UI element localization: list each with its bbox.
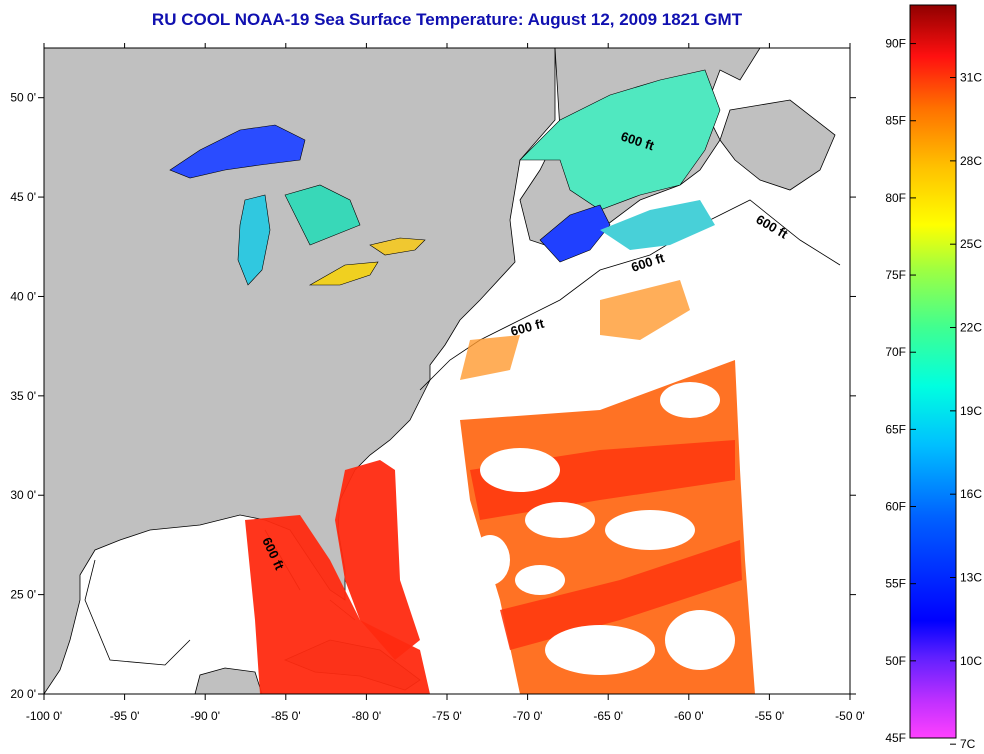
x-tick-label: -90 0' xyxy=(190,709,220,723)
gulf-mexico-swath xyxy=(245,515,430,694)
yucatan-land xyxy=(194,667,263,694)
lake-superior xyxy=(169,124,306,179)
lake-ontario xyxy=(369,237,426,256)
gulf-st-lawrence-sst xyxy=(519,69,721,211)
colorbar-c-label: 28C xyxy=(960,154,982,168)
x-tick-label: -100 0' xyxy=(26,709,62,723)
colorbar-c-label: 16C xyxy=(960,487,982,501)
colorbar-f-label: 55F xyxy=(885,577,906,591)
colorbar-c-label: 22C xyxy=(960,321,982,335)
lake-erie xyxy=(308,261,379,286)
y-tick-label: 50 0' xyxy=(10,91,36,105)
x-tick-label: -80 0' xyxy=(352,709,382,723)
northern-swath xyxy=(460,280,690,380)
y-tick-label: 35 0' xyxy=(10,389,36,403)
colorbar-c-label: 7C xyxy=(960,737,976,751)
map-title: RU COOL NOAA-19 Sea Surface Temperature:… xyxy=(151,10,743,29)
colorbar-f-label: 80F xyxy=(885,191,906,205)
southeast-coast-swath xyxy=(335,460,420,660)
y-tick-label: 45 0' xyxy=(10,190,36,204)
lake-huron xyxy=(284,184,361,246)
cloud-cover xyxy=(470,382,735,675)
bay-of-fundy-sst xyxy=(539,204,611,263)
colorbar-f-label: 70F xyxy=(885,345,906,359)
y-axis-ticks: 20 0' 25 0' 30 0' 35 0' 40 0' 45 0' 50 0' xyxy=(10,91,856,701)
y-tick-label: 25 0' xyxy=(10,588,36,602)
colorbar-f-label: 60F xyxy=(885,500,906,514)
y-tick-label: 30 0' xyxy=(10,488,36,502)
x-tick-label: -85 0' xyxy=(271,709,301,723)
colorbar-c-label: 10C xyxy=(960,654,982,668)
colorbar-f-label: 90F xyxy=(885,37,906,51)
lake-michigan xyxy=(237,194,271,286)
colorbar-celsius-labels: 31C 28C 25C 22C 19C 16C 13C 10C 7C xyxy=(950,71,982,751)
y-tick-label: 40 0' xyxy=(10,289,36,303)
scotian-shelf-sst xyxy=(600,200,715,250)
x-tick-label: -55 0' xyxy=(755,709,785,723)
colorbar xyxy=(909,4,957,739)
x-tick-label: -95 0' xyxy=(110,709,140,723)
newfoundland xyxy=(719,99,836,191)
colorbar-f-label: 75F xyxy=(885,268,906,282)
x-tick-label: -50 0' xyxy=(835,709,865,723)
y-tick-label: 20 0' xyxy=(10,687,36,701)
x-tick-label: -65 0' xyxy=(593,709,623,723)
gulf-stream-core xyxy=(470,440,742,650)
colorbar-c-label: 31C xyxy=(960,71,982,85)
x-axis-ticks: -100 0' -95 0' -90 0' -85 0' -80 0' -75 0' -70… xyxy=(26,43,865,723)
colorbar-c-label: 19C xyxy=(960,404,982,418)
colorbar-fahrenheit-labels: 90F 85F 80F 75F 70F 65F 60F 55F 50F 45F xyxy=(885,37,916,745)
colorbar-f-label: 85F xyxy=(885,114,906,128)
x-tick-label: -60 0' xyxy=(674,709,704,723)
colorbar-f-label: 45F xyxy=(885,731,906,745)
colorbar-c-label: 25C xyxy=(960,237,982,251)
x-tick-label: -75 0' xyxy=(432,709,462,723)
colorbar-f-label: 65F xyxy=(885,422,906,436)
colorbar-c-label: 13C xyxy=(960,571,982,585)
colorbar-f-label: 50F xyxy=(885,654,906,668)
x-tick-label: -70 0' xyxy=(513,709,543,723)
